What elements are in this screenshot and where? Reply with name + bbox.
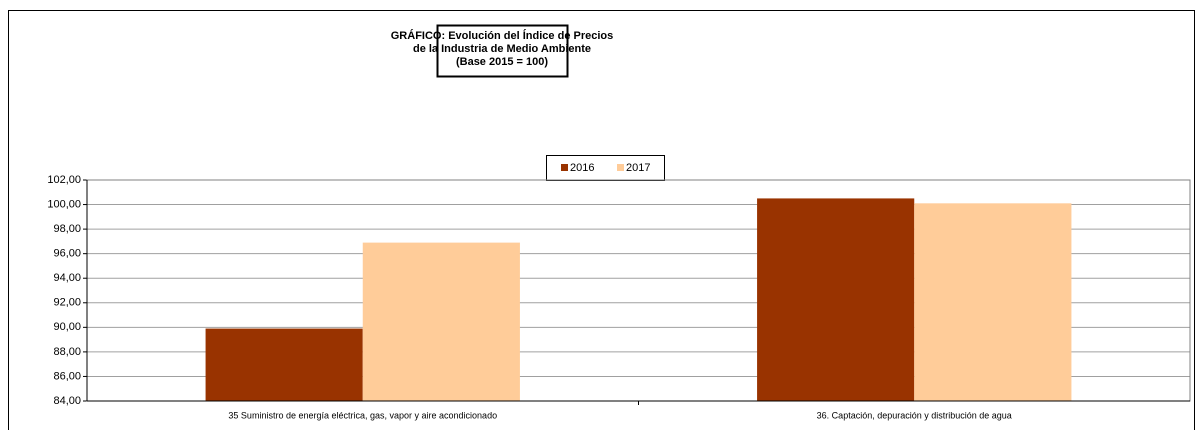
bar [362, 242, 520, 401]
y-tick-label: 98,00 [53, 223, 81, 235]
y-tick-label: 94,00 [53, 272, 81, 284]
chart-title-line: (Base 2015 = 100) [456, 56, 548, 68]
legend-label: 2017 [626, 162, 650, 174]
x-tick-label: 36. Captación, depuración y distribución… [817, 410, 1012, 420]
y-tick-label: 88,00 [53, 346, 81, 358]
y-tick-label: 102,00 [47, 174, 81, 186]
legend-swatch [617, 164, 624, 171]
chart-title-line: de la Industria de Medio Ambiente [413, 43, 591, 55]
chart-title-line: GRÁFICO: Evolución del Índice de Precios [391, 29, 614, 42]
y-tick-label: 100,00 [47, 198, 81, 210]
legend-swatch [561, 164, 568, 171]
bar [914, 203, 1072, 401]
chart-title: GRÁFICO: Evolución del Índice de Precios… [391, 29, 614, 68]
legend: 2016 2017 [546, 155, 665, 181]
y-tick-label: 96,00 [53, 248, 81, 260]
bar [757, 198, 915, 401]
title-box [436, 24, 569, 78]
y-tick-label: 92,00 [53, 297, 81, 309]
y-tick-label: 84,00 [53, 395, 81, 407]
y-tick-label: 90,00 [53, 321, 81, 333]
legend-label: 2016 [570, 162, 594, 174]
x-tick-label: 35 Suministro de energía eléctrica, gas,… [228, 410, 497, 420]
y-tick-label: 86,00 [53, 370, 81, 382]
bar [205, 328, 363, 401]
